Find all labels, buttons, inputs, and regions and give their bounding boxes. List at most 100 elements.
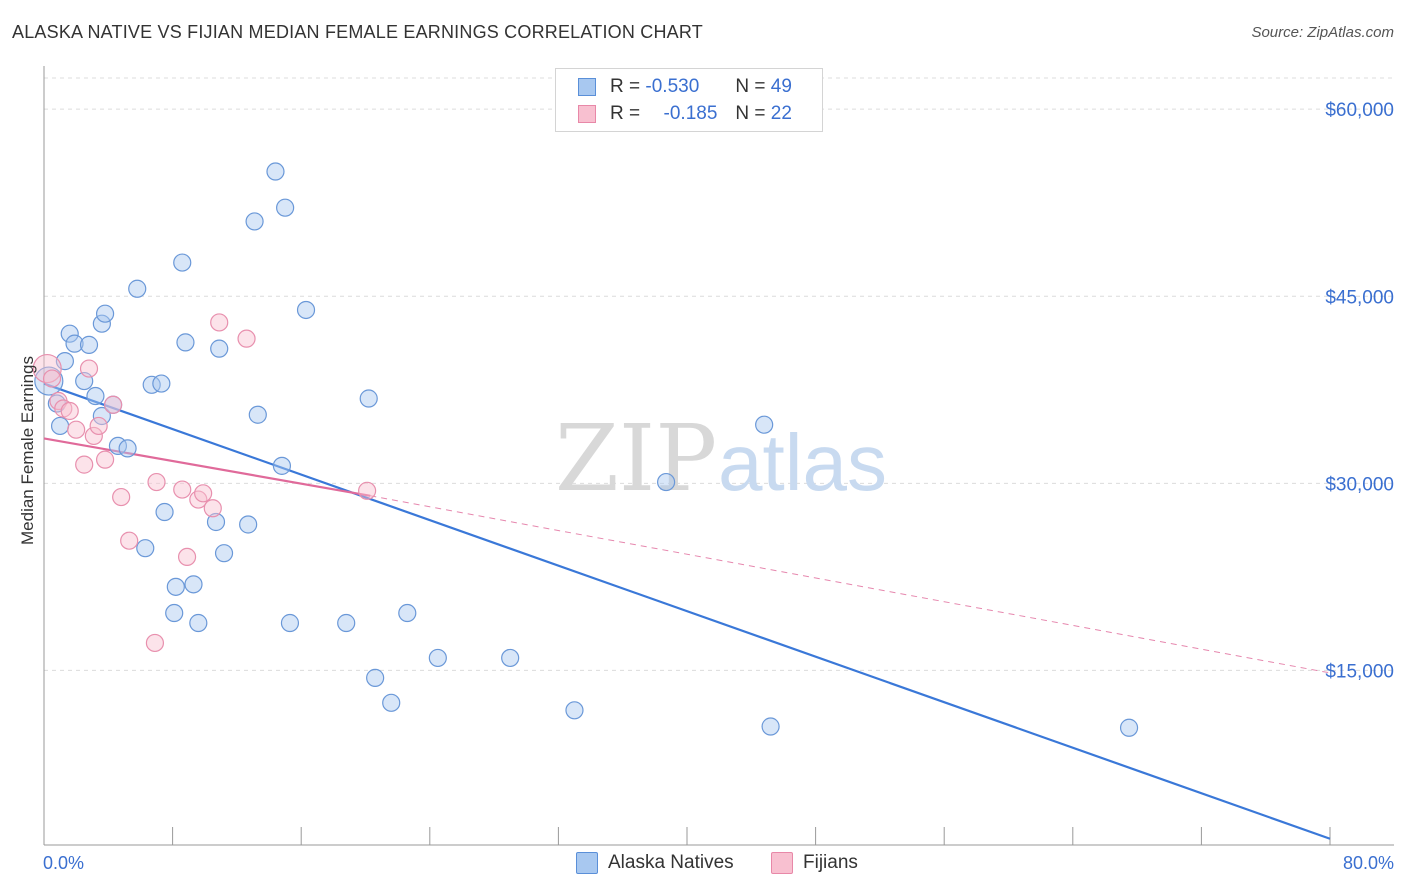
legend-r-value: -0.530 xyxy=(645,76,700,97)
point-alaska-natives xyxy=(761,717,780,736)
y-tick-label: $30,000 xyxy=(1325,474,1394,495)
bottom-legend-fijians: Fijians xyxy=(771,852,858,874)
x-tick-label-right: 80.0% xyxy=(1343,853,1394,873)
watermark-zip: ZIP xyxy=(555,405,717,512)
point-alaska-natives xyxy=(173,253,192,272)
legend-n-value: 49 xyxy=(770,76,792,97)
bottom-legend: Alaska Natives Fijians xyxy=(0,852,1406,876)
point-fijians xyxy=(95,450,115,469)
point-alaska-natives xyxy=(118,439,137,458)
point-alaska-natives xyxy=(210,339,229,358)
point-alaska-natives xyxy=(92,314,111,333)
legend-swatch-alaska xyxy=(578,78,596,96)
point-alaska-natives xyxy=(245,212,264,231)
legend-r-value: -0.185 xyxy=(663,103,718,124)
point-fijians xyxy=(104,395,123,414)
y-tick-label: $45,000 xyxy=(1325,287,1394,308)
point-alaska-natives xyxy=(248,405,267,424)
bottom-legend-alaska: Alaska Natives xyxy=(576,852,734,874)
bottom-legend-label-alaska: Alaska Natives xyxy=(608,852,734,873)
point-alaska-natives xyxy=(60,324,79,343)
point-fijians xyxy=(177,547,197,567)
chart-title: ALASKA NATIVE VS FIJIAN MEDIAN FEMALE EA… xyxy=(12,22,703,42)
point-alaska-natives xyxy=(337,613,356,633)
trend-line-fijians xyxy=(43,437,371,497)
point-alaska-natives xyxy=(366,668,385,687)
point-fijians xyxy=(42,369,62,388)
source-label: Source: ZipAtlas.com xyxy=(1251,24,1394,41)
point-alaska-natives xyxy=(501,648,520,668)
point-alaska-natives xyxy=(34,366,64,396)
point-alaska-natives xyxy=(565,701,584,720)
point-fijians xyxy=(112,487,131,507)
point-alaska-natives xyxy=(136,539,155,558)
bottom-legend-swatch-alaska xyxy=(576,852,598,874)
y-tick-label: $15,000 xyxy=(1325,661,1394,682)
point-alaska-natives xyxy=(1119,718,1139,737)
x-tick-labels: 0.0% 80.0% xyxy=(43,853,1394,873)
trend-lines xyxy=(43,382,1331,840)
legend-n-value: 22 xyxy=(770,103,792,124)
point-fijians xyxy=(189,490,208,509)
point-fijians xyxy=(237,329,256,348)
legend-n-label: N = xyxy=(735,76,766,97)
point-fijians xyxy=(84,426,103,446)
point-alaska-natives xyxy=(79,335,99,354)
watermark-atlas: atlas xyxy=(718,418,887,507)
legend-r-label: R = xyxy=(610,103,641,124)
point-fijians xyxy=(75,455,94,474)
point-alaska-natives xyxy=(657,472,676,492)
point-alaska-natives xyxy=(296,300,316,320)
point-alaska-natives xyxy=(166,577,185,596)
point-alaska-natives xyxy=(266,162,285,181)
point-fijians xyxy=(67,420,86,439)
point-alaska-natives xyxy=(86,386,105,406)
trend-line-fijians-extension xyxy=(370,495,1331,674)
point-alaska-natives xyxy=(152,374,171,393)
scatter-points xyxy=(32,162,1139,737)
point-alaska-natives xyxy=(206,512,226,532)
point-fijians xyxy=(145,633,165,653)
point-alaska-natives xyxy=(398,603,417,623)
legend-swatch-fijians xyxy=(578,105,596,123)
point-alaska-natives xyxy=(276,198,295,217)
point-fijians xyxy=(173,480,192,499)
point-fijians xyxy=(79,359,99,378)
axes xyxy=(43,66,1394,846)
point-alaska-natives xyxy=(428,648,447,668)
x-tick-label-left: 0.0% xyxy=(43,853,84,873)
point-alaska-natives xyxy=(176,333,195,352)
legend: R = -0.530 N = 49 R = -0.185 N = 22 xyxy=(555,68,823,132)
point-alaska-natives xyxy=(755,415,774,434)
point-fijians xyxy=(147,472,166,492)
point-alaska-natives xyxy=(128,279,147,298)
bottom-legend-label-fijians: Fijians xyxy=(803,852,858,873)
point-alaska-natives xyxy=(359,389,378,408)
point-alaska-natives xyxy=(165,603,184,623)
point-alaska-natives xyxy=(155,502,174,522)
y-tick-label: $60,000 xyxy=(1325,100,1394,121)
point-alaska-natives xyxy=(382,693,401,712)
y-tick-labels: $15,000 $30,000 $45,000 $60,000 xyxy=(1325,100,1394,682)
point-alaska-natives xyxy=(142,375,161,394)
watermark: ZIP atlas xyxy=(555,405,887,512)
point-alaska-natives xyxy=(50,416,70,436)
legend-r-label: R = xyxy=(610,76,641,97)
legend-row-alaska: R = -0.530 N = 49 xyxy=(578,75,792,99)
trend-line-alaska xyxy=(43,382,1331,840)
point-alaska-natives xyxy=(214,544,234,563)
legend-n-label: N = xyxy=(735,103,766,124)
y-axis-title: Median Female Earnings xyxy=(18,356,37,545)
point-fijians xyxy=(194,484,213,503)
point-alaska-natives xyxy=(65,334,84,353)
point-fijians xyxy=(89,416,108,436)
point-alaska-natives xyxy=(189,613,208,633)
point-alaska-natives xyxy=(184,575,203,594)
point-alaska-natives xyxy=(280,613,300,633)
legend-row-fijians: R = -0.185 N = 22 xyxy=(578,102,792,126)
point-fijians xyxy=(32,353,62,384)
bottom-legend-swatch-fijians xyxy=(771,852,793,874)
point-fijians xyxy=(120,531,139,550)
gridlines xyxy=(44,77,1394,671)
